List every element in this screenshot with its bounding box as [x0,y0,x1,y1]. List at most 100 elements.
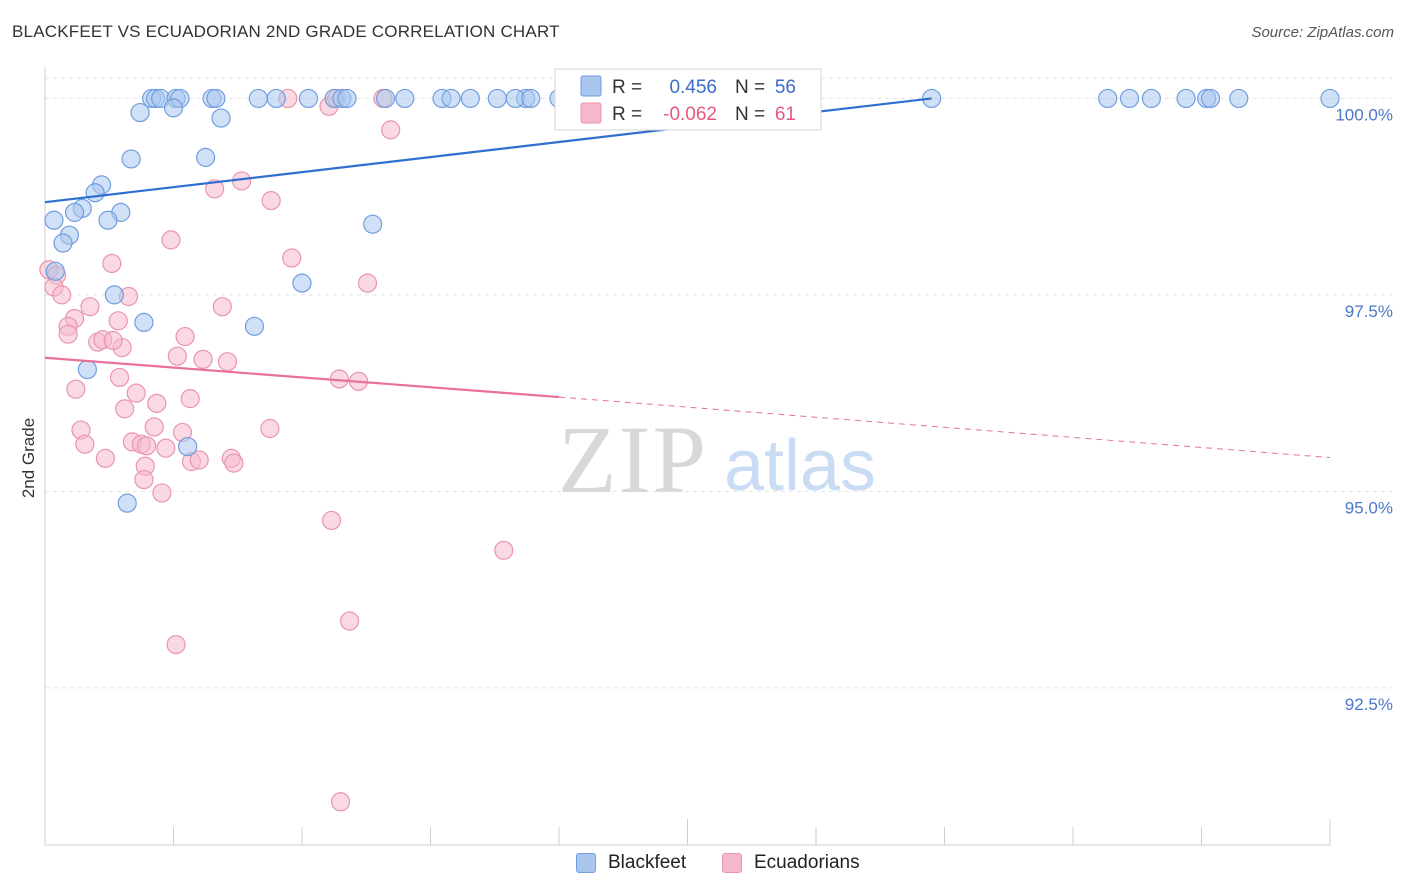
ecuadorians-point-31 [109,367,130,388]
ecuadorians-point-37 [115,399,135,419]
blackfeet-point-12 [337,88,357,109]
blackfeet-point-54 [134,312,154,333]
blackfeet-point-47 [44,210,64,230]
blackfeet-point-15 [460,88,480,109]
ecuadorians-point-7 [261,190,281,211]
grid-lines [45,77,1392,689]
stats-r-label-1: R = [612,77,642,98]
y-axis-label: 2nd Grade [19,418,38,498]
y-tick-label-2: 97.5% [1345,302,1393,321]
ecuadorians-point-35 [126,383,146,403]
blackfeet-point-25 [1119,88,1140,109]
legend-item-ecuadorians[interactable]: Ecuadorians [722,852,860,874]
ecuadorians-point-9 [282,248,302,268]
ecuadorians-point-8 [161,230,181,250]
blackfeet-point-55 [244,316,265,336]
blackfeet-point-29 [1200,88,1221,109]
ecuadorians-point-38 [147,393,167,413]
blackfeet-point-49 [53,233,73,253]
legend-label-ecuadorians: Ecuadorians [754,852,860,873]
watermark: ZIP atlas [558,406,876,513]
blackfeet-point-52 [292,273,312,293]
ecuadorians-point-56 [321,510,342,531]
stats-n-value-2: 61 [775,104,796,125]
ecuadorians-point-17 [212,297,232,317]
ecuadorians-point-22 [58,324,78,344]
stats-r-label-2: R = [612,104,642,125]
axes [44,67,1331,846]
blackfeet-point-44 [64,202,85,222]
ecuadorians-point-23 [175,326,195,347]
blackfeet-point-46 [98,210,118,230]
watermark-zip: ZIP [558,406,708,513]
blackfeet-point-42 [85,183,105,203]
ecuadorians-point-57 [494,540,514,560]
ecuadorians-point-28 [167,346,187,366]
bottom-legend: Blackfeet Ecuadorians [0,850,1406,880]
ecuadorians-point-29 [193,349,213,369]
ecuadorians-point-4 [381,120,401,140]
y-tick-label-3: 100.0% [1335,105,1393,124]
stats-n-value-1: 56 [775,77,796,98]
ecuadorians-points [39,88,514,812]
blackfeet-point-57 [178,436,198,457]
blackfeet-point-6 [206,88,226,109]
stats-n-label-2: N = [735,104,765,125]
stats-swatch-blackfeet [580,75,602,97]
chart-title: BLACKFEET VS ECUADORIAN 2ND GRADE CORREL… [12,22,560,41]
ecuadorians-point-59 [166,635,186,655]
stats-legend: R = 0.456 N = 56 R = -0.062 N = 61 [554,68,822,131]
ecuadorians-point-51 [224,453,244,473]
ecuadorians-point-6 [205,179,225,199]
stats-r-value-1: 0.456 [669,77,717,98]
ecuadorians-point-58 [339,611,360,631]
blackfeet-points [44,88,1340,513]
ecuadorians-point-20 [108,311,128,331]
ecuadorians-point-14 [52,285,72,305]
ecuadorians-trend-line-dashed [558,396,1331,459]
ecuadorians-point-49 [189,450,209,470]
ecuadorians-point-47 [156,438,176,458]
legend-swatch-blackfeet [576,853,596,873]
legend-item-blackfeet[interactable]: Blackfeet [576,852,686,874]
source-label: Source: ZipAtlas.com [1251,24,1394,41]
stats-swatch-ecuadorians [580,102,602,124]
blackfeet-point-58 [117,493,137,513]
y-tick-label-0: 92.5% [1345,695,1393,714]
blackfeet-point-37 [163,98,184,118]
stats-r-value-2: -0.062 [663,104,717,125]
ecuadorians-trend-line [44,356,560,399]
trend-lines [44,97,1331,459]
blackfeet-point-36 [130,102,150,123]
ecuadorians-point-18 [80,297,100,317]
ecuadorians-point-27 [103,330,123,351]
blackfeet-point-26 [1141,88,1161,109]
ecuadorians-point-15 [357,273,378,293]
y-tick-label-1: 95.0% [1345,498,1393,517]
y-tick-labels: 92.5% 95.0% 97.5% 100.0% [1335,105,1393,713]
ecuadorians-point-10 [102,253,122,274]
blackfeet-point-7 [248,88,268,109]
blackfeet-point-38 [211,108,231,128]
blackfeet-point-8 [266,88,286,109]
ecuadorians-point-55 [152,483,172,503]
blackfeet-point-27 [1176,88,1196,109]
blackfeet-point-39 [121,149,141,169]
blackfeet-point-40 [196,147,216,167]
blackfeet-point-53 [104,285,124,305]
ecuadorians-point-34 [66,379,86,399]
stats-n-label-1: N = [735,77,765,98]
blackfeet-point-16 [487,88,507,109]
ecuadorians-point-43 [75,434,95,454]
legend-label-blackfeet: Blackfeet [608,852,687,873]
ecuadorians-point-52 [95,448,115,468]
ecuadorians-point-30 [217,352,238,372]
blackfeet-point-33 [441,88,461,109]
blackfeet-point-31 [1320,88,1340,109]
blackfeet-point-14 [395,88,415,109]
legend-swatch-ecuadorians [722,853,742,873]
scatter-chart: ZIP atlas 92.5%95.0%97.5%100.0% 0.0%100.… [19,67,1393,846]
watermark-atlas: atlas [724,426,876,506]
blackfeet-point-35 [521,88,541,109]
blackfeet-point-56 [77,359,98,380]
